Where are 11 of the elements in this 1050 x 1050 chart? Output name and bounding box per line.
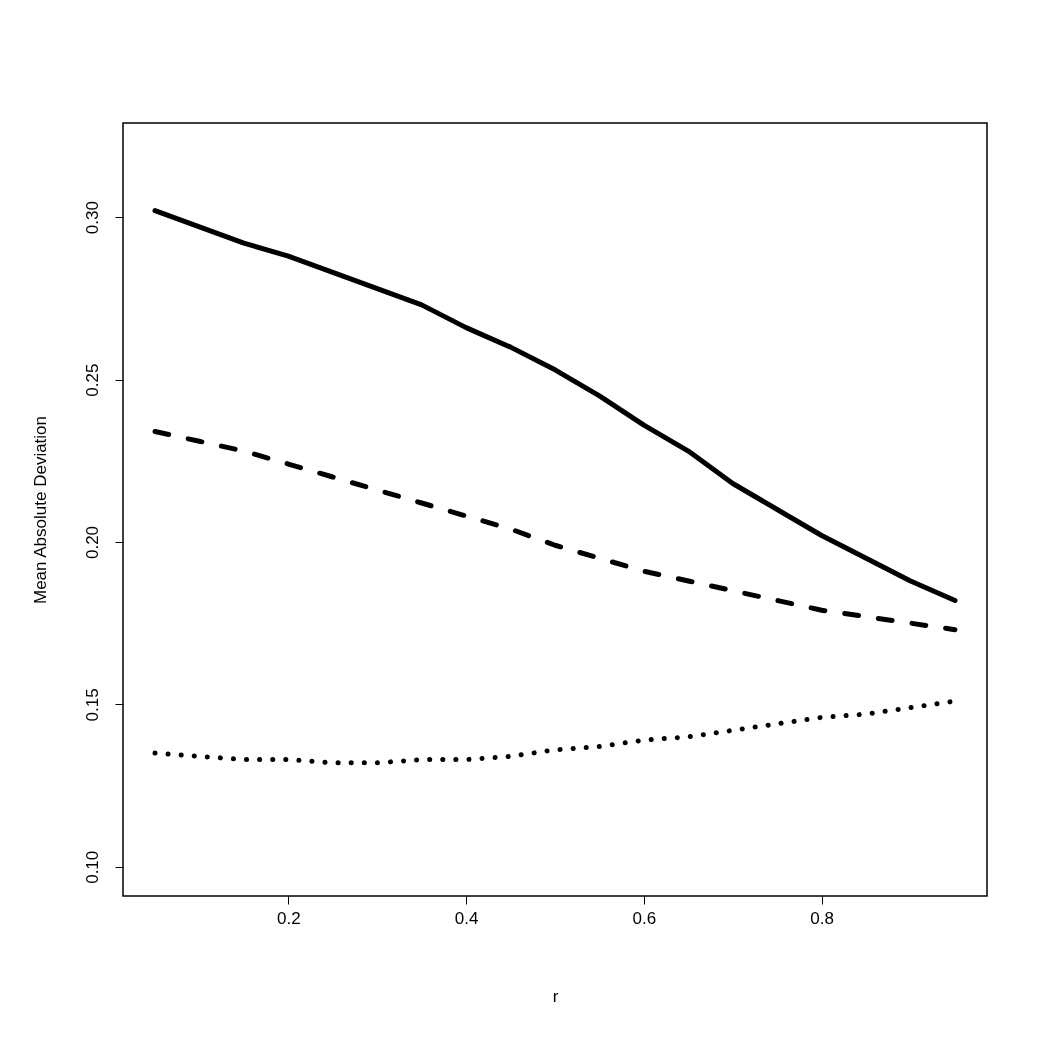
x-tick-label: 0.2 [277,908,301,928]
y-tick-label: 0.30 [82,201,102,235]
x-tick-label: 0.8 [810,908,834,928]
y-tick-label: 0.15 [82,688,102,722]
x-tick-label: 0.4 [454,908,479,928]
x-tick-label: 0.6 [632,908,657,928]
y-tick-label: 0.10 [82,850,102,884]
y-tick-label: 0.25 [82,363,102,397]
x-axis-title: r [552,986,559,1006]
y-tick-label: 0.20 [82,525,102,560]
y-axis-title: Mean Absolute Deviation [30,415,50,605]
